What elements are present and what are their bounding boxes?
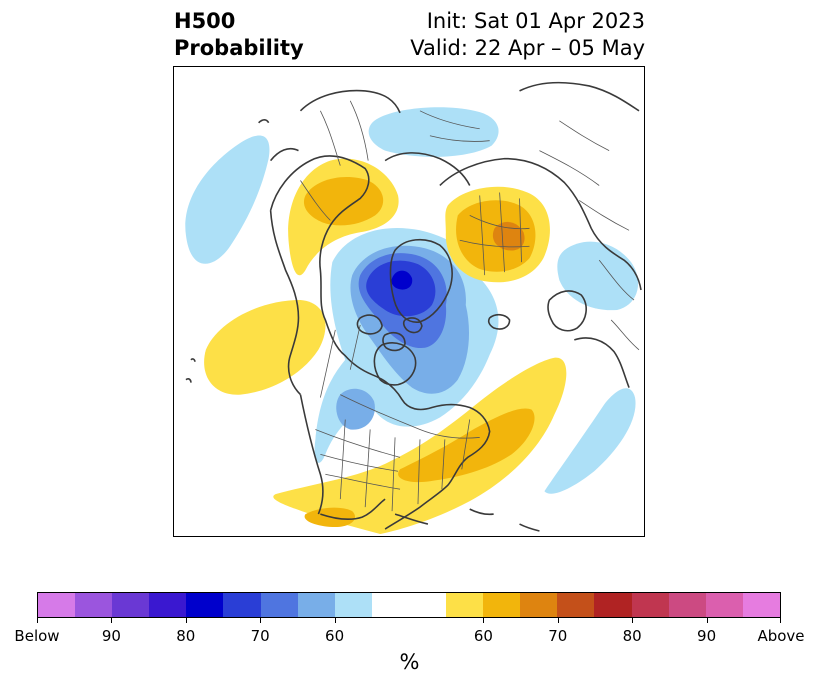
colorbar-tick-label: 90	[101, 627, 121, 645]
colorbar-segment	[408, 593, 447, 617]
title-left: H500 Probability	[174, 8, 304, 62]
colorbar-segment	[223, 593, 261, 617]
valid-range: Valid: 22 Apr – 05 May	[410, 36, 645, 60]
colorbar-tick-label: 80	[176, 627, 196, 645]
colorbar-segment	[112, 593, 150, 617]
colorbar-unit: %	[399, 650, 420, 674]
colorbar-tick-mark	[780, 618, 781, 623]
colorbar-tick-mark	[557, 618, 559, 623]
colorbar-segment	[446, 593, 484, 617]
colorbar-segment	[631, 593, 669, 617]
coastlines	[185, 81, 642, 532]
borders	[300, 100, 640, 512]
below-max-core	[391, 270, 413, 290]
colorbar-segment	[38, 593, 76, 617]
colorbar-tick-label: 70	[548, 627, 568, 645]
colorbar-tick-marks	[37, 618, 781, 623]
colorbar-tick-label: Below	[14, 627, 60, 645]
colorbar-segment	[668, 593, 706, 617]
colorbar-tick-label: 60	[473, 627, 493, 645]
colorbar	[37, 592, 781, 618]
probability-map	[173, 66, 645, 537]
colorbar-tick-mark	[111, 618, 113, 623]
colorbar-segment	[186, 593, 224, 617]
below-60-pacific	[185, 135, 270, 264]
colorbar-tick-mark	[483, 618, 485, 623]
colorbar-segment	[705, 593, 743, 617]
colorbar-segment	[149, 593, 187, 617]
colorbar-segment	[260, 593, 298, 617]
colorbar-tick-labels: Below 90 80 70 60 60 70 80 90 Above	[14, 627, 804, 647]
below-60-europe	[557, 241, 639, 311]
colorbar-tick-label: 60	[325, 627, 345, 645]
colorbar-segment	[297, 593, 335, 617]
colorbar-tick-label: 80	[622, 627, 642, 645]
anomaly-fills	[185, 107, 639, 535]
colorbar-segment	[742, 593, 780, 617]
init-date: Init: Sat 01 Apr 2023	[426, 9, 645, 33]
colorbar-segment	[483, 593, 521, 617]
colorbar-segment	[334, 593, 372, 617]
colorbar-tick-label: Above	[757, 627, 805, 645]
colorbar-tick-mark	[334, 618, 336, 623]
above-60-pacific-east	[204, 300, 326, 395]
colorbar-tick-label: 70	[250, 627, 270, 645]
colorbar-segment	[75, 593, 113, 617]
title-variable: H500	[174, 9, 236, 33]
above-80-siberia	[492, 221, 525, 251]
colorbar-segment	[594, 593, 632, 617]
colorbar-segment	[520, 593, 558, 617]
title-product: Probability	[174, 36, 304, 60]
below-60-asia	[368, 107, 499, 157]
below-70-canada	[336, 388, 375, 430]
below-60-atlantic	[544, 388, 636, 494]
colorbar-tick-label: 90	[697, 627, 717, 645]
colorbar-segment	[557, 593, 595, 617]
colorbar-segment	[371, 593, 409, 617]
colorbar-tick-mark	[37, 618, 38, 623]
colorbar-tick-mark	[185, 618, 187, 623]
colorbar-tick-mark	[632, 618, 634, 623]
title-right: Init: Sat 01 Apr 2023 Valid: 22 Apr – 05…	[410, 8, 645, 62]
map-svg	[185, 81, 642, 535]
colorbar-tick-mark	[260, 618, 262, 623]
above-70-eastern-us	[398, 408, 535, 483]
colorbar-tick-mark	[706, 618, 708, 623]
